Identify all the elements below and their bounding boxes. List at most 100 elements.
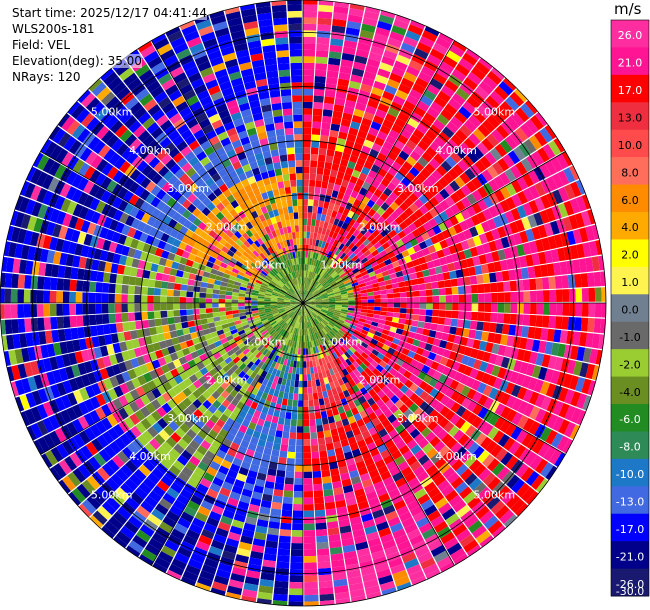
velocity-gate	[394, 196, 404, 207]
velocity-gate	[503, 281, 511, 292]
velocity-gate	[481, 100, 496, 114]
velocity-gate	[406, 232, 416, 241]
velocity-gate	[425, 146, 438, 158]
velocity-gate	[193, 280, 202, 287]
velocity-gate	[277, 417, 285, 425]
velocity-gate	[339, 125, 350, 134]
velocity-gate	[402, 226, 412, 236]
velocity-gate	[359, 29, 375, 40]
velocity-gate	[325, 442, 335, 451]
velocity-gate	[396, 181, 407, 192]
velocity-gate	[351, 282, 359, 287]
velocity-gate	[462, 52, 478, 66]
velocity-gate	[314, 266, 319, 274]
velocity-gate	[290, 380, 295, 387]
velocity-gate	[339, 252, 347, 260]
velocity-gate	[317, 17, 332, 26]
velocity-gate	[324, 436, 333, 444]
velocity-gate	[180, 315, 188, 323]
velocity-gate	[324, 96, 335, 105]
velocity-gate	[312, 206, 318, 214]
velocity-gate	[322, 174, 330, 183]
velocity-gate	[353, 270, 361, 277]
velocity-gate	[424, 254, 433, 263]
velocity-gate	[576, 243, 585, 259]
velocity-gate	[347, 307, 355, 311]
velocity-gate	[303, 179, 309, 187]
velocity-gate	[244, 297, 252, 301]
velocity-gate	[354, 305, 362, 309]
velocity-gate	[308, 199, 314, 207]
velocity-gate	[459, 124, 473, 138]
velocity-gate	[291, 536, 303, 544]
velocity-gate	[313, 101, 324, 110]
velocity-gate	[414, 264, 423, 273]
velocity-gate	[505, 96, 520, 111]
velocity-gate	[303, 192, 309, 200]
velocity-gate	[580, 317, 589, 332]
velocity-gate	[405, 139, 417, 151]
velocity-gate	[319, 269, 325, 276]
velocity-gate	[316, 385, 322, 393]
velocity-gate	[308, 297, 315, 301]
velocity-gate	[393, 292, 401, 298]
velocity-gate	[325, 508, 337, 516]
velocity-gate	[348, 80, 361, 90]
velocity-gate	[443, 218, 454, 229]
velocity-gate	[271, 449, 280, 457]
velocity-gate	[527, 169, 540, 185]
velocity-gate	[347, 242, 355, 250]
velocity-gate	[353, 184, 362, 193]
velocity-gate	[458, 106, 472, 119]
velocity-gate	[329, 245, 336, 253]
velocity-gate	[69, 303, 77, 316]
velocity-gate	[353, 290, 361, 295]
velocity-gate	[316, 30, 331, 39]
velocity-gate	[304, 555, 317, 563]
velocity-gate	[295, 374, 300, 381]
velocity-gate	[56, 291, 64, 303]
velocity-gate	[315, 300, 323, 303]
velocity-gate	[416, 42, 432, 54]
velocity-gate	[406, 261, 414, 269]
velocity-gate	[377, 168, 388, 178]
velocity-gate	[458, 57, 474, 72]
velocity-gate	[361, 23, 376, 34]
velocity-gate	[167, 317, 175, 325]
velocity-gate	[325, 275, 332, 282]
velocity-gate	[501, 270, 510, 282]
velocity-gate	[466, 237, 476, 249]
velocity-gate	[401, 176, 412, 187]
velocity-gate	[173, 296, 180, 303]
velocity-gate	[359, 235, 368, 244]
velocity-gate	[114, 303, 122, 313]
velocity-gate	[303, 49, 316, 57]
velocity-gate	[515, 219, 525, 232]
velocity-gate	[396, 54, 411, 66]
velocity-gate	[364, 213, 373, 222]
velocity-gate	[585, 225, 595, 242]
velocity-gate	[534, 131, 548, 147]
velocity-gate	[315, 299, 323, 302]
velocity-gate	[478, 57, 493, 71]
velocity-gate	[286, 405, 293, 413]
velocity-gate	[521, 326, 530, 338]
velocity-gate	[494, 143, 508, 158]
velocity-gate	[433, 96, 448, 109]
velocity-gate	[350, 204, 358, 213]
velocity-gate	[439, 199, 450, 211]
velocity-gate	[219, 290, 226, 295]
velocity-gate	[375, 74, 389, 85]
velocity-gate	[303, 225, 307, 232]
velocity-gate	[314, 274, 320, 281]
velocity-gate	[76, 280, 84, 292]
velocity-gate	[394, 117, 407, 129]
velocity-gate	[200, 318, 208, 325]
velocity-gate	[341, 295, 349, 299]
velocity-gate	[364, 222, 373, 231]
velocity-gate	[563, 167, 576, 184]
velocity-gate	[458, 303, 466, 311]
velocity-gate	[332, 287, 340, 292]
velocity-gate	[343, 40, 358, 49]
velocity-gate	[491, 250, 500, 262]
